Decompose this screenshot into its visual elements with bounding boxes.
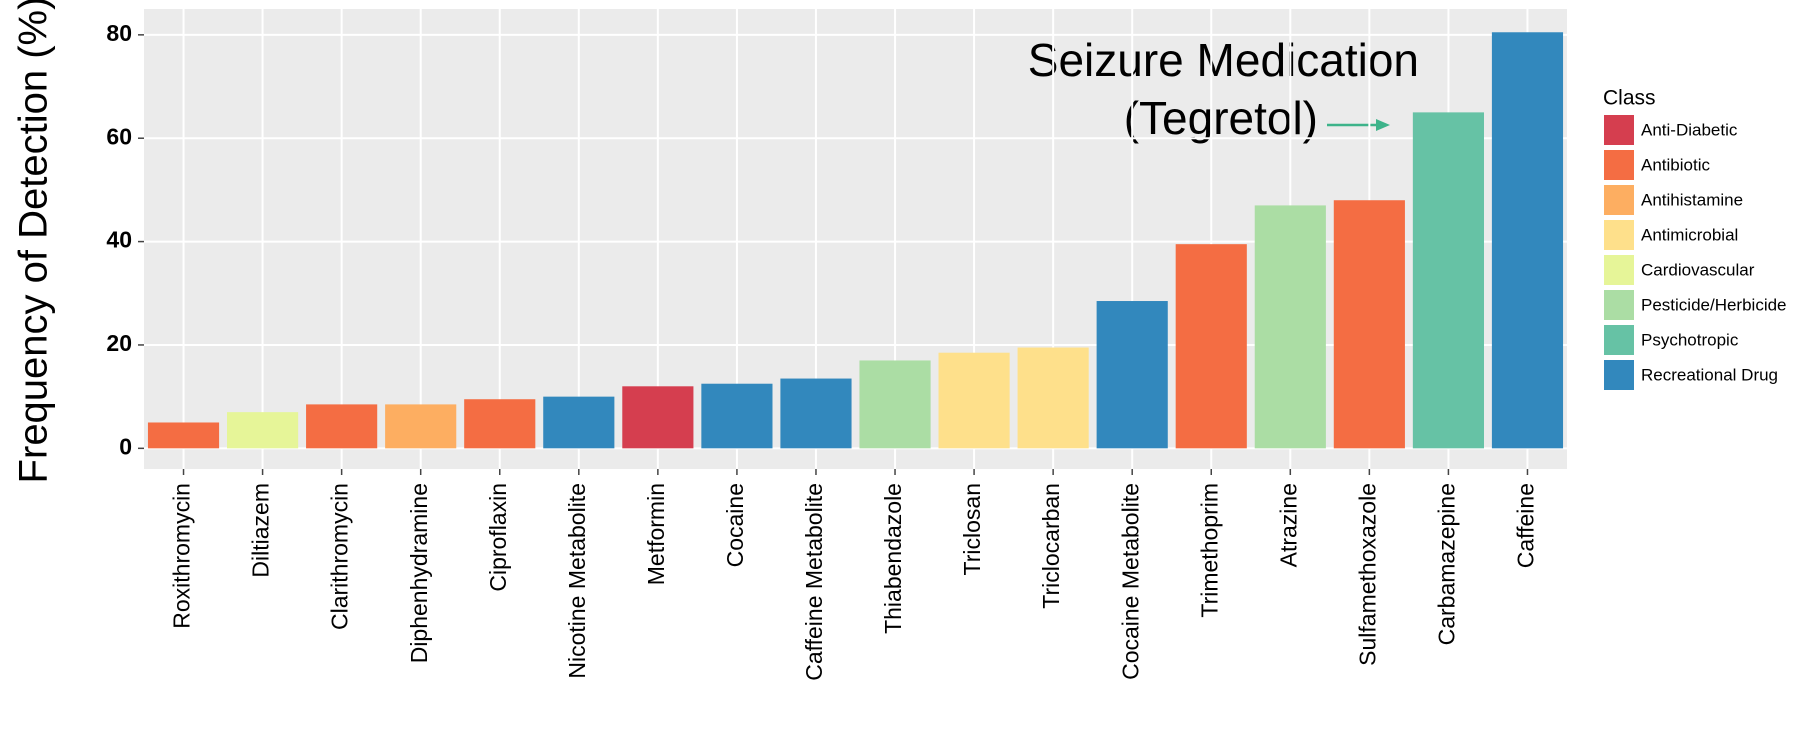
y-tick-label: 0 xyxy=(119,433,132,459)
bar xyxy=(1017,347,1089,449)
y-tick-label: 20 xyxy=(106,330,132,356)
bar xyxy=(227,412,299,449)
x-tick-label: Cocaine Metabolite xyxy=(1117,483,1143,680)
legend-label: Anti-Diabetic xyxy=(1641,120,1738,139)
x-tick-label: Sulfamethoxazole xyxy=(1354,483,1380,666)
legend-label: Pesticide/Herbicide xyxy=(1641,295,1787,314)
annotation: Seizure Medication xyxy=(1028,34,1419,86)
x-tick-label: Clarithromycin xyxy=(327,483,353,630)
annotation: (Tegretol) xyxy=(1124,92,1318,144)
x-tick-label: Trimethoprim xyxy=(1196,483,1222,618)
bar xyxy=(543,396,615,449)
bar xyxy=(622,386,694,449)
y-tick-label: 40 xyxy=(106,227,132,253)
legend-swatch xyxy=(1604,115,1634,145)
x-tick-label: Carbamazepine xyxy=(1433,483,1459,645)
bar xyxy=(464,399,536,449)
panel xyxy=(144,9,1567,469)
x-tick-label: Triclocarban xyxy=(1038,483,1064,609)
legend-label: Psychotropic xyxy=(1641,330,1739,349)
x-tick-label: Ciproflaxin xyxy=(485,483,511,592)
x-tick-label: Caffeine xyxy=(1513,483,1539,568)
bar xyxy=(701,383,773,449)
x-tick-label: Cocaine xyxy=(722,483,748,567)
x-tick-label: Metformin xyxy=(643,483,669,585)
x-tick-label: Diltiazem xyxy=(248,483,274,578)
x-tick-label: Triclosan xyxy=(959,483,985,575)
legend-swatch xyxy=(1604,185,1634,215)
bar xyxy=(1333,200,1405,449)
x-tick-label: Caffeine Metabolite xyxy=(801,483,827,681)
bar xyxy=(1491,32,1564,449)
legend-label: Cardiovascular xyxy=(1641,260,1755,279)
bar xyxy=(1096,301,1168,449)
x-tick-label: Diphenhydramine xyxy=(406,483,432,663)
x-tick-label: Nicotine Metabolite xyxy=(564,483,590,679)
bar xyxy=(1175,244,1247,449)
x-tick-label: Atrazine xyxy=(1275,483,1301,567)
bar xyxy=(938,352,1010,449)
legend-label: Antibiotic xyxy=(1641,155,1710,174)
bar xyxy=(306,404,378,449)
legend-swatch xyxy=(1604,150,1634,180)
annotation-arrow xyxy=(1327,119,1390,131)
bar xyxy=(385,404,457,449)
x-tick-label: Roxithromycin xyxy=(169,483,195,629)
legend-swatch xyxy=(1604,220,1634,250)
bar xyxy=(147,422,220,449)
y-tick-label: 60 xyxy=(106,123,132,149)
legend-swatch xyxy=(1604,325,1634,355)
x-tick-label: Thiabendazole xyxy=(880,483,906,634)
legend-swatch xyxy=(1604,360,1634,390)
y-axis-title: Frequency of Detection (%) xyxy=(12,0,56,483)
legend-label: Antihistamine xyxy=(1641,190,1743,209)
legend-label: Recreational Drug xyxy=(1641,365,1778,384)
bar xyxy=(1412,112,1484,449)
y-tick-label: 80 xyxy=(106,20,132,46)
legend-title: Class xyxy=(1603,87,1656,110)
bar xyxy=(859,360,931,449)
legend-swatch xyxy=(1604,255,1634,285)
legend-label: Antimicrobial xyxy=(1641,225,1738,244)
bar xyxy=(780,378,852,449)
bar xyxy=(1254,205,1326,449)
legend-swatch xyxy=(1604,290,1634,320)
